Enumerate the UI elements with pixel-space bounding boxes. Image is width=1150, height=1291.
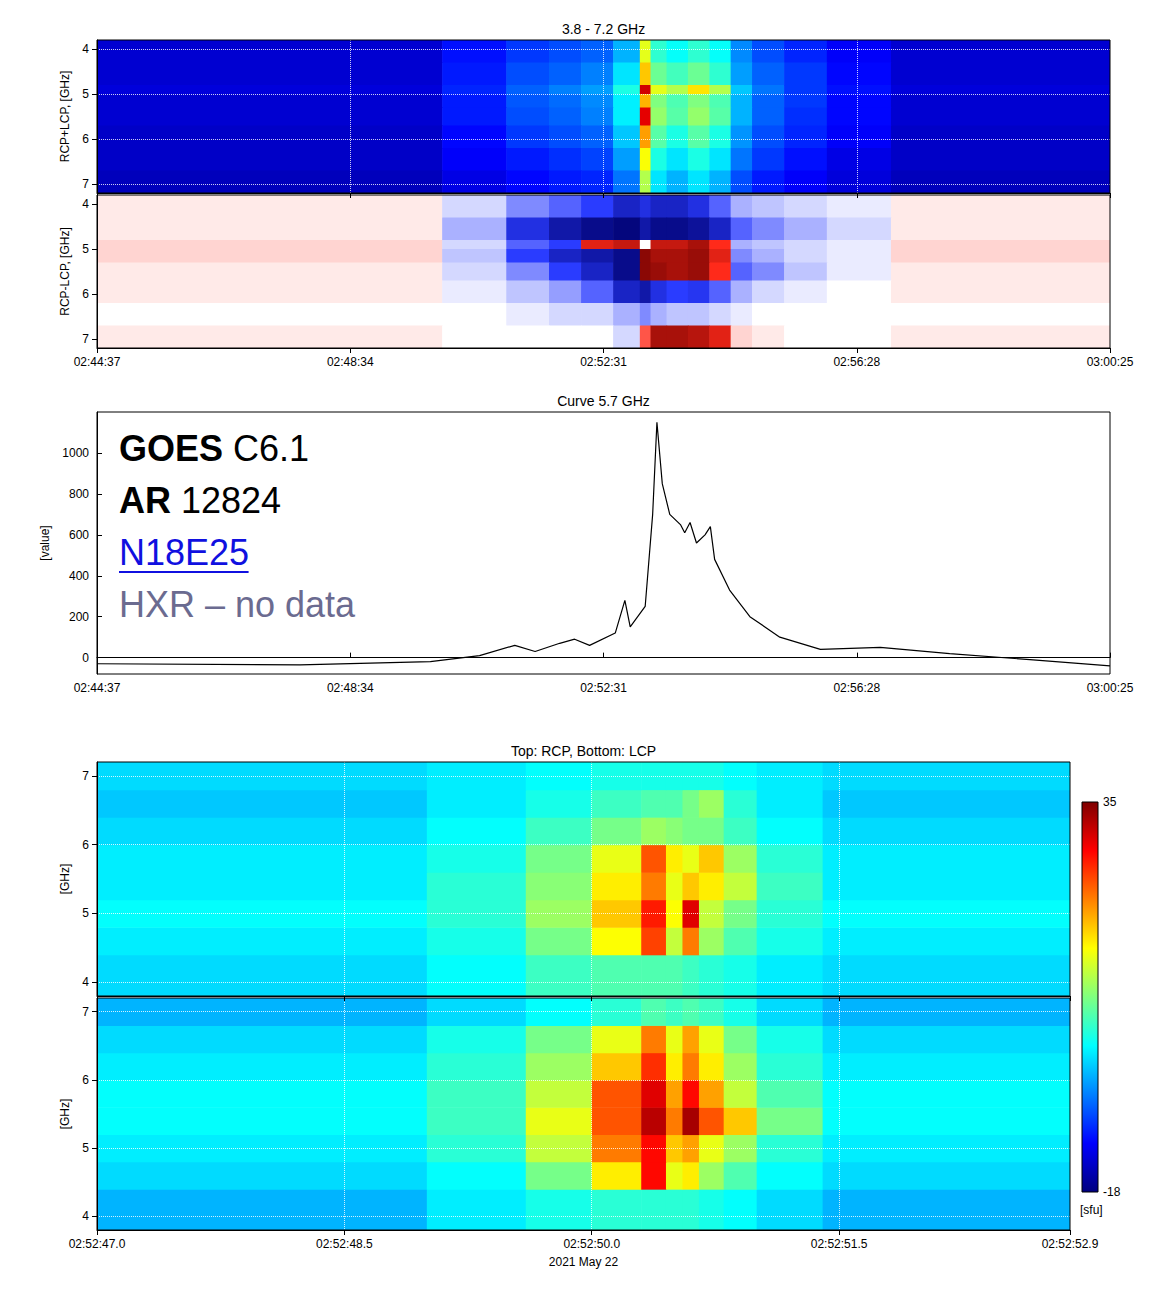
svg-text:7: 7 — [82, 1005, 89, 1019]
svg-text:GOES: GOES — [119, 428, 223, 469]
svg-text:RCP+LCP, [GHz]: RCP+LCP, [GHz] — [58, 71, 72, 162]
svg-text:[GHz]: [GHz] — [58, 864, 72, 895]
svg-text:400: 400 — [69, 569, 89, 583]
svg-text:[value]: [value] — [38, 525, 52, 560]
svg-text:02:52:31: 02:52:31 — [580, 355, 627, 369]
svg-text:1000: 1000 — [62, 446, 89, 460]
svg-text:7: 7 — [82, 769, 89, 783]
svg-text:02:52:47.0: 02:52:47.0 — [69, 1237, 126, 1251]
svg-text:6: 6 — [82, 1073, 89, 1087]
svg-text:02:48:34: 02:48:34 — [327, 681, 374, 695]
svg-text:35: 35 — [1103, 795, 1117, 809]
svg-text:5: 5 — [82, 87, 89, 101]
svg-text:5: 5 — [82, 1141, 89, 1155]
svg-text:02:48:34: 02:48:34 — [327, 355, 374, 369]
svg-text:02:52:51.5: 02:52:51.5 — [811, 1237, 868, 1251]
svg-text:3.8 - 7.2 GHz: 3.8 - 7.2 GHz — [562, 21, 645, 37]
svg-text:2021 May 22: 2021 May 22 — [549, 1255, 619, 1269]
svg-text:4: 4 — [82, 1209, 89, 1223]
svg-text:02:52:52.9: 02:52:52.9 — [1042, 1237, 1099, 1251]
svg-text:6: 6 — [82, 287, 89, 301]
svg-text:4: 4 — [82, 975, 89, 989]
svg-text:02:44:37: 02:44:37 — [74, 681, 121, 695]
svg-text:N18E25: N18E25 — [119, 532, 249, 573]
svg-text:-18: -18 — [1103, 1185, 1121, 1199]
svg-text:6: 6 — [82, 132, 89, 146]
svg-text:5: 5 — [82, 242, 89, 256]
svg-text:AR: AR — [119, 480, 171, 521]
svg-text:02:56:28: 02:56:28 — [833, 681, 880, 695]
svg-text:12824: 12824 — [171, 480, 281, 521]
svg-text:200: 200 — [69, 610, 89, 624]
svg-text:800: 800 — [69, 487, 89, 501]
svg-text:7: 7 — [82, 332, 89, 346]
svg-text:02:52:31: 02:52:31 — [580, 681, 627, 695]
svg-text:7: 7 — [82, 177, 89, 191]
svg-text:[sfu]: [sfu] — [1080, 1203, 1103, 1217]
svg-text:Top: RCP, Bottom: LCP: Top: RCP, Bottom: LCP — [511, 743, 656, 759]
svg-text:5: 5 — [82, 906, 89, 920]
svg-text:4: 4 — [82, 197, 89, 211]
svg-text:02:52:50.0: 02:52:50.0 — [563, 1237, 620, 1251]
svg-text:HXR – no data: HXR – no data — [119, 584, 356, 625]
svg-text:03:00:25: 03:00:25 — [1087, 681, 1134, 695]
svg-text:02:56:28: 02:56:28 — [833, 355, 880, 369]
svg-text:6: 6 — [82, 838, 89, 852]
svg-text:02:52:48.5: 02:52:48.5 — [316, 1237, 373, 1251]
svg-text:4: 4 — [82, 42, 89, 56]
svg-text:0: 0 — [82, 651, 89, 665]
svg-text:03:00:25: 03:00:25 — [1087, 355, 1134, 369]
svg-text:02:44:37: 02:44:37 — [74, 355, 121, 369]
svg-text:C6.1: C6.1 — [223, 428, 309, 469]
svg-text:600: 600 — [69, 528, 89, 542]
svg-text:RCP-LCP, [GHz]: RCP-LCP, [GHz] — [58, 227, 72, 315]
svg-text:Curve 5.7 GHz: Curve 5.7 GHz — [557, 393, 650, 409]
svg-text:[GHz]: [GHz] — [58, 1099, 72, 1130]
